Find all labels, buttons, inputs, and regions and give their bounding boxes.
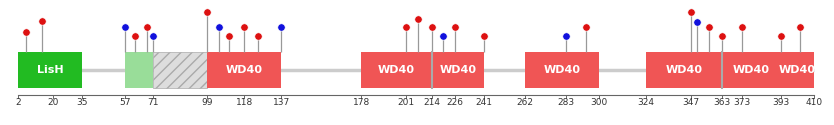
Bar	[432, 52, 485, 88]
Text: 178: 178	[353, 98, 370, 107]
Text: 262: 262	[517, 98, 534, 107]
Point	[685, 11, 698, 13]
Bar	[646, 52, 722, 88]
Point	[238, 26, 251, 28]
Point	[274, 26, 288, 28]
Point	[201, 11, 214, 13]
Point	[19, 31, 33, 33]
Text: WD40: WD40	[378, 65, 415, 75]
Text: 283: 283	[558, 98, 575, 107]
Text: 99: 99	[202, 98, 213, 107]
Text: 410: 410	[806, 98, 822, 107]
Bar	[125, 52, 153, 88]
Text: 393: 393	[772, 98, 790, 107]
Point	[222, 35, 235, 37]
Point	[735, 26, 748, 28]
Bar	[18, 52, 83, 88]
Text: 214: 214	[423, 98, 440, 107]
Bar	[781, 52, 814, 88]
Text: WD40: WD40	[666, 65, 703, 75]
Point	[140, 26, 153, 28]
Bar	[722, 52, 781, 88]
Text: 71: 71	[147, 98, 158, 107]
Text: WD40: WD40	[440, 65, 476, 75]
Point	[437, 35, 450, 37]
Point	[478, 35, 491, 37]
Text: 324: 324	[638, 98, 655, 107]
Point	[449, 26, 462, 28]
Point	[716, 35, 729, 37]
Text: 201: 201	[398, 98, 414, 107]
Text: WD40: WD40	[544, 65, 580, 75]
Bar	[525, 52, 600, 88]
Text: 226: 226	[446, 98, 464, 107]
Point	[35, 20, 48, 22]
Point	[411, 18, 425, 20]
Point	[213, 26, 226, 28]
Point	[399, 26, 413, 28]
Point	[691, 21, 704, 23]
Point	[128, 35, 142, 37]
Text: 347: 347	[682, 98, 700, 107]
Bar	[153, 52, 208, 88]
Text: 35: 35	[77, 98, 88, 107]
Text: WD40: WD40	[226, 65, 263, 75]
Point	[774, 35, 787, 37]
Text: WD40: WD40	[733, 65, 770, 75]
Point	[579, 26, 592, 28]
Point	[560, 35, 573, 37]
Text: WD40: WD40	[779, 65, 816, 75]
Text: LisH: LisH	[37, 65, 63, 75]
Text: 137: 137	[273, 98, 290, 107]
Point	[702, 26, 716, 28]
Point	[251, 35, 264, 37]
Bar	[208, 52, 281, 88]
Point	[425, 26, 439, 28]
Text: 118: 118	[236, 98, 253, 107]
Text: 57: 57	[119, 98, 131, 107]
Text: 363: 363	[714, 98, 731, 107]
Text: 300: 300	[590, 98, 608, 107]
Text: 373: 373	[733, 98, 751, 107]
Point	[118, 26, 132, 28]
Point	[794, 26, 807, 28]
Bar	[361, 52, 432, 88]
Text: 241: 241	[476, 98, 493, 107]
Point	[146, 35, 159, 37]
Text: 20: 20	[48, 98, 59, 107]
Text: 2: 2	[15, 98, 21, 107]
